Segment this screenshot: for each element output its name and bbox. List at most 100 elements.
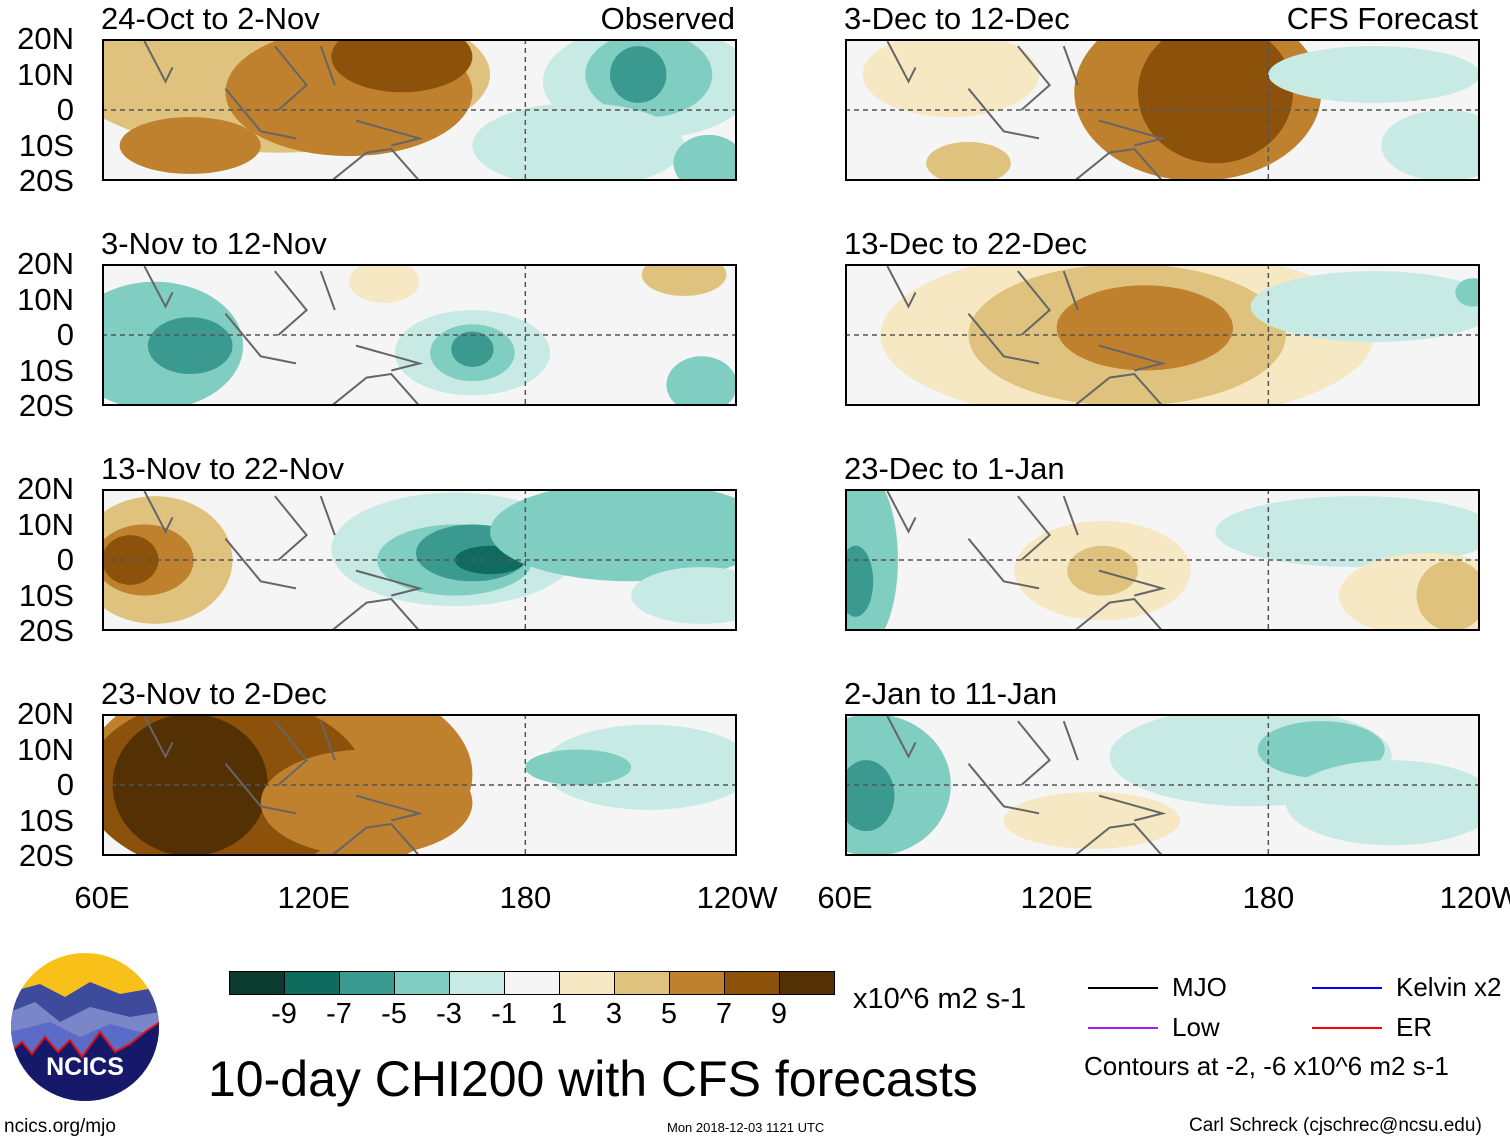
lat-label: 10S: [18, 802, 74, 838]
lat-label: 10N: [17, 281, 74, 317]
contour-note: Contours at -2, -6 x10^6 m2 s-1: [1084, 1051, 1449, 1081]
anomaly-region: [862, 41, 1040, 118]
panel-title: 24-Oct to 2-Nov: [101, 1, 320, 36]
colorbar-tick-label: -9: [271, 998, 297, 1030]
kelvin-line-swatch: [1312, 986, 1382, 989]
panel-source-label: Observed: [600, 1, 735, 36]
lat-label: 20N: [17, 21, 74, 56]
footer-author: Carl Schreck (cjschrec@ncsu.edu): [1189, 1115, 1482, 1136]
coastline: [143, 266, 424, 404]
lat-label: 20S: [18, 388, 74, 423]
anomaly-region: [1215, 496, 1478, 568]
lat-label: 10S: [18, 127, 74, 163]
anomaly-region: [1003, 792, 1181, 849]
anomaly-region: [1268, 46, 1478, 103]
footer-url[interactable]: ncics.org/mjo: [4, 1116, 116, 1137]
lat-label: 10S: [18, 352, 74, 388]
lat-label: 20S: [18, 163, 74, 198]
coastline: [143, 41, 424, 179]
colorbar-tick-label: -3: [436, 998, 462, 1030]
lat-label: 20N: [17, 696, 74, 731]
map-panel: [102, 39, 737, 181]
anomaly-region: [666, 356, 735, 404]
colorbar: [229, 971, 835, 995]
low-line-swatch: [1088, 1026, 1158, 1029]
colorbar-tick-label: 3: [605, 998, 623, 1030]
anomaly-region: [1250, 271, 1478, 343]
mjo-line-swatch: [1088, 986, 1158, 989]
map-panel: [102, 264, 737, 406]
lat-label: 10N: [17, 506, 74, 542]
lat-label: 0: [56, 542, 74, 577]
colorbar-swatch: [615, 972, 670, 994]
map-panel: [845, 264, 1480, 406]
map-panel: [102, 714, 737, 856]
lon-label: 60E: [817, 880, 873, 915]
lat-label: 10S: [18, 577, 74, 613]
anomaly-region: [147, 317, 233, 375]
anomaly-region: [1286, 760, 1478, 846]
ncics-logo: NCICS: [10, 952, 160, 1107]
legend-er: ER: [1312, 1012, 1432, 1043]
anomaly-region: [1455, 278, 1478, 307]
colorbar-swatch: [285, 972, 340, 994]
colorbar-tick-label: 9: [770, 998, 788, 1030]
colorbar-swatch: [340, 972, 395, 994]
anomaly-region: [847, 760, 895, 832]
panel-title: 13-Nov to 22-Nov: [101, 451, 344, 486]
anomaly-region: [525, 749, 632, 785]
er-line-swatch: [1312, 1026, 1382, 1029]
coastline: [886, 491, 1167, 629]
colorbar-swatch: [725, 972, 780, 994]
map-panel: [102, 489, 737, 631]
legend-label: Low: [1172, 1012, 1220, 1042]
lat-label: 10N: [17, 56, 74, 92]
colorbar-tick-label: -5: [381, 998, 407, 1030]
lat-label: 0: [56, 767, 74, 802]
colorbar-swatch: [780, 972, 834, 994]
colorbar-tick-label: 5: [660, 998, 678, 1030]
legend-low: Low: [1088, 1012, 1220, 1043]
lon-label: 120W: [696, 880, 778, 915]
lon-label: 180: [1242, 880, 1295, 915]
panel-title: 13-Dec to 22-Dec: [844, 226, 1087, 261]
anomaly-region: [119, 117, 261, 174]
panel-title: 2-Jan to 11-Jan: [844, 676, 1058, 711]
lat-label: 0: [56, 92, 74, 127]
legend-kelvin: Kelvin x2: [1312, 972, 1502, 1003]
panel-source-label: CFS Forecast: [1286, 1, 1478, 36]
anomaly-region: [926, 141, 1011, 179]
anomaly-region: [1416, 560, 1478, 629]
lon-label: 180: [499, 880, 552, 915]
panel-title: 23-Dec to 1-Jan: [844, 451, 1065, 486]
legend-label: MJO: [1172, 972, 1227, 1002]
anomaly-region: [331, 41, 473, 93]
lat-label: 20N: [17, 246, 74, 281]
coastline: [886, 266, 1167, 404]
anomaly-region: [847, 545, 874, 617]
anomaly-region: [631, 567, 735, 624]
colorbar-swatch: [230, 972, 285, 994]
colorbar-tick-label: -7: [326, 998, 352, 1030]
colorbar-swatch: [395, 972, 450, 994]
panel-title: 3-Nov to 12-Nov: [101, 226, 327, 261]
figure-title: 10-day CHI200 with CFS forecasts: [208, 1051, 978, 1107]
coastline: [143, 716, 424, 854]
panel-title: 3-Dec to 12-Dec: [844, 1, 1070, 36]
colorbar-swatch: [670, 972, 725, 994]
map-panel: [845, 39, 1480, 181]
panel-title: 23-Nov to 2-Dec: [101, 676, 327, 711]
colorbar-swatch: [560, 972, 615, 994]
anomaly-region: [1381, 110, 1478, 179]
coastline: [886, 716, 1167, 854]
legend-label: Kelvin x2: [1396, 972, 1502, 1002]
anomaly-region: [673, 134, 735, 179]
lon-label: 120W: [1439, 880, 1510, 915]
lon-label: 120E: [1020, 880, 1093, 915]
colorbar-swatch: [505, 972, 560, 994]
lat-label: 20S: [18, 613, 74, 648]
colorbar-tick-label: 1: [550, 998, 568, 1030]
coastline: [886, 41, 1167, 179]
lon-label: 60E: [74, 880, 130, 915]
